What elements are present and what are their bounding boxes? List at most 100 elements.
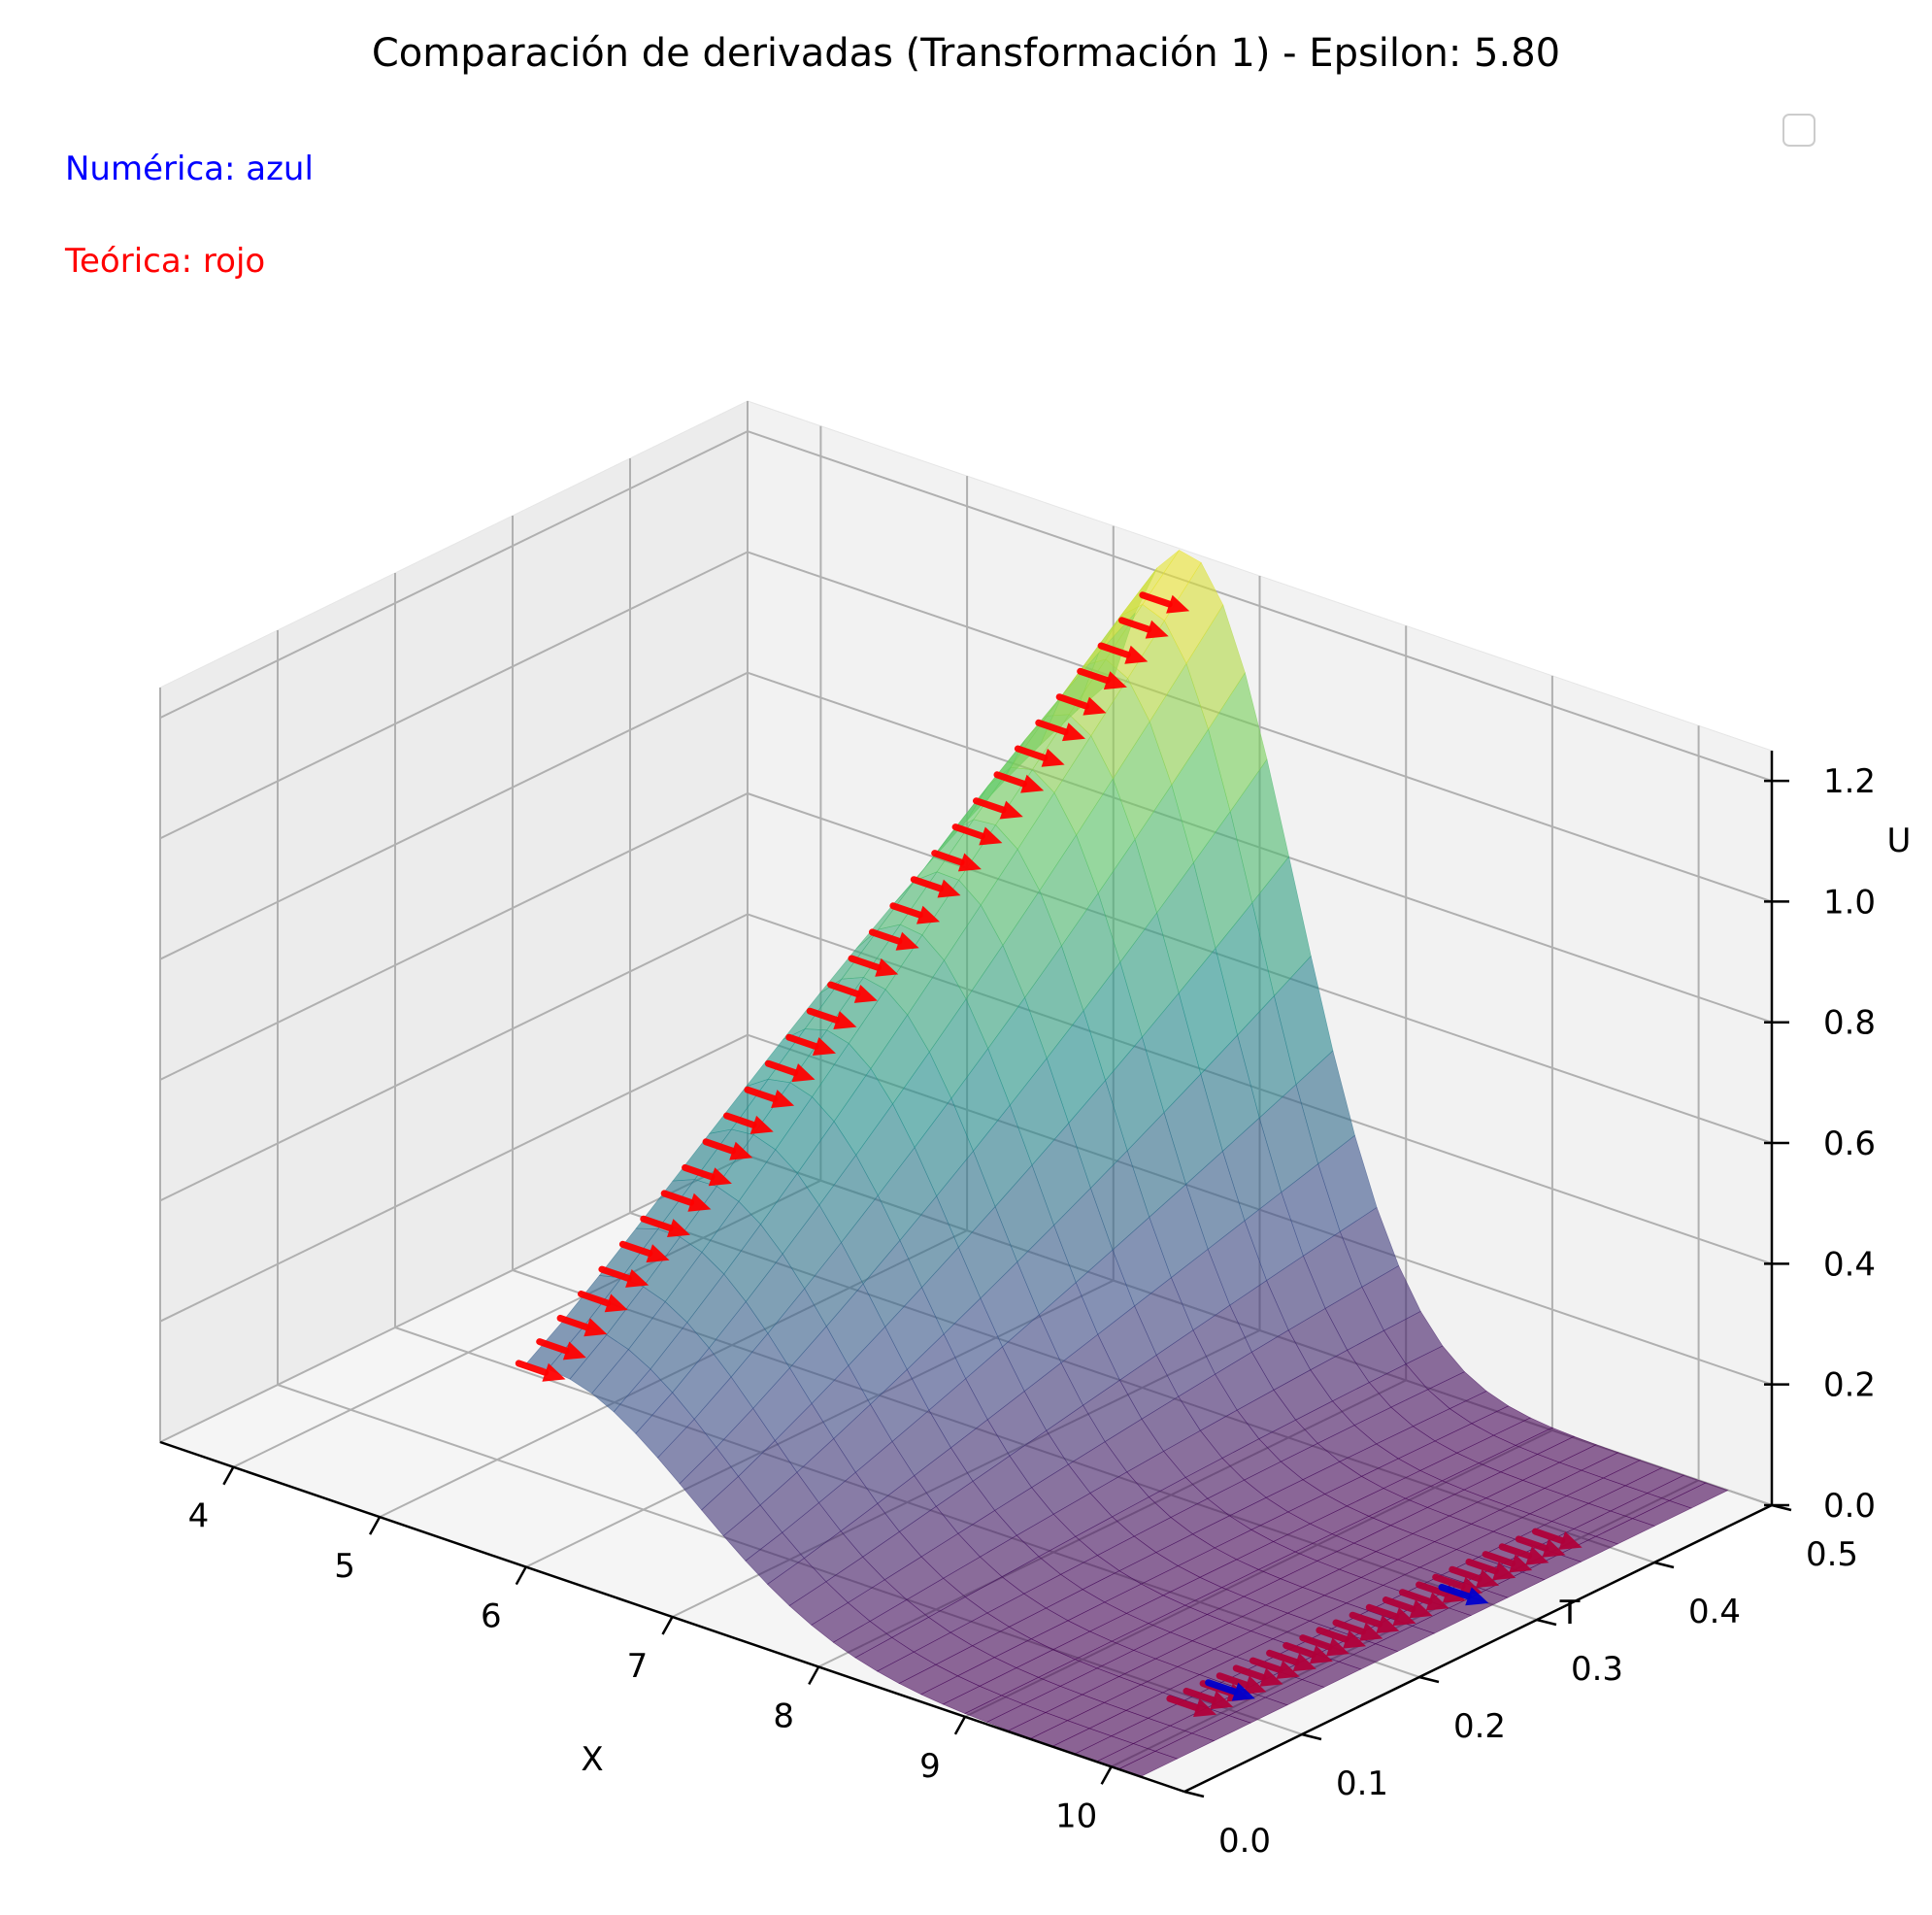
- x-tick: [222, 1466, 235, 1486]
- legend-box: [1782, 114, 1815, 147]
- theoretical-arrow-shaft: [1139, 591, 1173, 608]
- theoretical-arrow-head: [625, 1269, 650, 1288]
- numerical-arrows: [1205, 1584, 1489, 1701]
- theoretical-arrow-head: [1124, 645, 1149, 664]
- t-tick-label: 0.1: [1336, 1764, 1388, 1803]
- theoretical-arrow-shaft: [744, 1086, 778, 1102]
- t-tick-label: 0.4: [1688, 1593, 1741, 1631]
- theoretical-arrow-shaft: [1465, 1558, 1499, 1575]
- theoretical-arrow-head: [1062, 722, 1085, 742]
- theoretical-arrow-head: [604, 1293, 628, 1313]
- theoretical-arrow-head: [1166, 594, 1190, 614]
- chart-title: Comparación de derivadas (Transformación…: [372, 31, 1560, 76]
- theoretical-arrow-head: [999, 800, 1023, 820]
- t-tick-label: 0.3: [1571, 1650, 1623, 1689]
- theoretical-arrow-shaft: [973, 797, 1007, 814]
- theoretical-arrow-shaft: [578, 1291, 612, 1307]
- theoretical-arrow-shaft: [1077, 667, 1111, 685]
- x-tick-label: 8: [773, 1697, 794, 1735]
- t-tick: [1183, 1790, 1205, 1798]
- theoretical-arrow-shaft: [556, 1314, 590, 1331]
- theoretical-arrow-shaft: [1498, 1543, 1533, 1560]
- theoretical-note: Teórica: rojo: [64, 242, 265, 281]
- theoretical-arrows: [515, 591, 1582, 1717]
- theoretical-arrow-head: [895, 931, 919, 951]
- theoretical-arrow-shaft: [1449, 1565, 1482, 1583]
- x-tick-label: 7: [627, 1647, 649, 1686]
- numerical-arrow-shaft: [1438, 1584, 1472, 1600]
- theoretical-arrow-head: [1359, 1622, 1383, 1641]
- theoretical-arrow-shaft: [1482, 1551, 1516, 1567]
- theoretical-arrow-shaft: [1035, 719, 1069, 736]
- theoretical-arrow-shaft: [806, 1007, 841, 1024]
- theoretical-arrow-shaft: [536, 1338, 570, 1355]
- theoretical-arrow-head: [1210, 1691, 1234, 1710]
- theoretical-arrow-head: [1458, 1576, 1482, 1596]
- theoretical-arrow-shaft: [702, 1138, 736, 1155]
- theoretical-arrow-shaft: [1416, 1581, 1449, 1597]
- theoretical-arrow-head: [1525, 1546, 1549, 1565]
- theoretical-arrow-shaft: [1349, 1611, 1383, 1628]
- theoretical-arrow-head: [1326, 1637, 1349, 1657]
- theoretical-arrow-shaft: [951, 823, 985, 840]
- t-tick-labels: 0.0 0.1 0.2 0.3 0.4 0.5: [1218, 1535, 1858, 1861]
- x-tick: [661, 1616, 674, 1635]
- x-tick: [1100, 1765, 1113, 1785]
- theoretical-arrow-head: [1509, 1554, 1533, 1573]
- theoretical-arrow-shaft: [1316, 1627, 1349, 1643]
- theoretical-arrow-shaft: [723, 1112, 757, 1128]
- theoretical-arrow-head: [667, 1219, 690, 1237]
- theoretical-arrow-shaft: [618, 1240, 653, 1258]
- theoretical-arrow-shaft: [1118, 617, 1152, 633]
- u-tick-label: 0.2: [1823, 1366, 1876, 1405]
- x-tick: [368, 1516, 382, 1535]
- theoretical-arrow-shaft: [1266, 1649, 1300, 1666]
- theoretical-arrow-head: [583, 1318, 608, 1337]
- theoretical-arrow-shaft: [1055, 693, 1090, 710]
- theoretical-arrow-shaft: [1332, 1619, 1366, 1635]
- grid-line-u: [159, 1033, 1773, 1386]
- grid-line-u: [159, 913, 1773, 1265]
- x-tick: [515, 1565, 527, 1586]
- theoretical-arrow-head: [1558, 1531, 1582, 1550]
- theoretical-arrow-head: [1041, 748, 1065, 767]
- theoretical-arrow-head: [687, 1193, 712, 1212]
- theoretical-arrow-shaft: [1399, 1589, 1433, 1605]
- theoretical-arrow-head: [1243, 1675, 1267, 1695]
- theoretical-arrow-head: [916, 905, 941, 924]
- theoretical-arrow-shaft: [1183, 1687, 1216, 1704]
- theoretical-arrow-shaft: [993, 771, 1027, 788]
- theoretical-arrow-shaft: [931, 850, 965, 866]
- theoretical-arrow-head: [1425, 1592, 1449, 1611]
- theoretical-arrow-head: [708, 1167, 732, 1187]
- x-tick-label: 10: [1055, 1797, 1097, 1835]
- theoretical-arrow-head: [771, 1090, 795, 1108]
- theoretical-arrow-shaft: [827, 981, 861, 997]
- grid-line-u: [159, 551, 1773, 903]
- t-axis-line: [1183, 1503, 1773, 1794]
- theoretical-arrow-head: [749, 1115, 774, 1134]
- t-tick-label: 0.2: [1453, 1707, 1506, 1746]
- x-tick: [953, 1716, 967, 1735]
- u-tick-label: 0.6: [1823, 1125, 1876, 1163]
- grid-line-u: [159, 791, 1773, 1144]
- theoretical-arrow-head: [1145, 620, 1169, 639]
- u-tick-label: 1.0: [1823, 883, 1876, 922]
- theoretical-arrow-head: [1309, 1645, 1333, 1664]
- theoretical-arrow-head: [562, 1341, 586, 1361]
- theoretical-arrow-shaft: [1014, 745, 1049, 761]
- theoretical-arrow-head: [729, 1141, 753, 1160]
- theoretical-arrow-head: [853, 985, 878, 1003]
- theoretical-arrow-shaft: [1232, 1664, 1267, 1681]
- theoretical-arrow-head: [957, 853, 982, 872]
- theoretical-arrow-shaft: [640, 1215, 674, 1232]
- x-axis-label: X: [581, 1740, 603, 1779]
- x-tick: [808, 1665, 820, 1686]
- u-axis-label: U: [1887, 822, 1912, 860]
- theoretical-arrow-shaft: [785, 1033, 819, 1051]
- theoretical-arrow-head: [646, 1244, 670, 1263]
- theoretical-arrow-head: [1376, 1615, 1400, 1633]
- theoretical-arrow-head: [1020, 774, 1045, 793]
- numerical-arrow-shaft: [1205, 1679, 1239, 1696]
